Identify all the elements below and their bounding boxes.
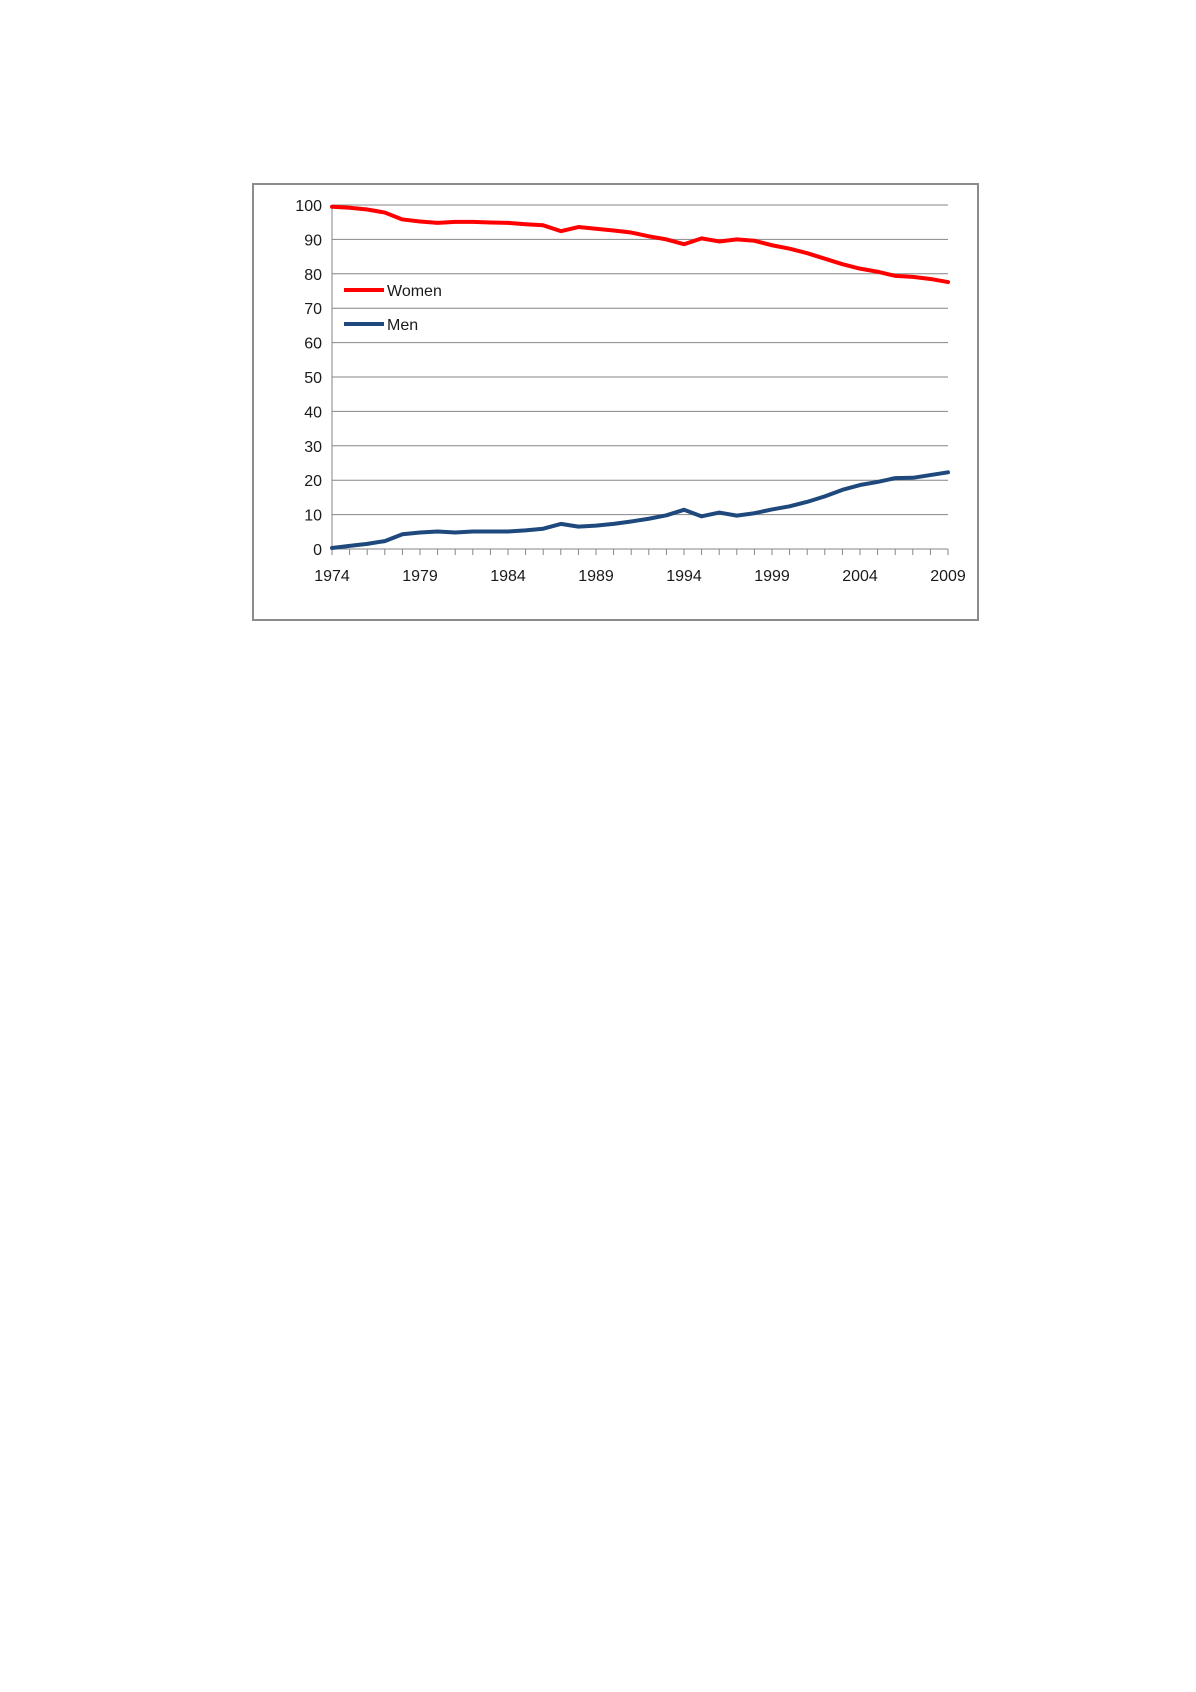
x-tick-label: 1979 xyxy=(402,568,438,585)
y-tick-label: 100 xyxy=(295,198,322,215)
chart-frame: 0 10 20 30 40 50 60 70 80 90 100 1974 1979 1984 1989 1… xyxy=(252,183,979,621)
y-tick-label: 80 xyxy=(304,267,322,284)
series-lines xyxy=(330,204,950,550)
series-line-men xyxy=(330,470,950,550)
x-tick-label: 1999 xyxy=(754,568,790,585)
x-tick-label: 2004 xyxy=(842,568,878,585)
x-tick-label: 2009 xyxy=(930,568,966,585)
y-tick-label: 40 xyxy=(304,404,322,421)
y-tick-label: 90 xyxy=(304,232,322,249)
axes xyxy=(331,205,949,555)
gridlines xyxy=(332,204,948,516)
y-tick-label: 70 xyxy=(304,301,322,318)
x-tick-labels: 1974 1979 1984 1989 1994 1999 2004 2009 xyxy=(314,568,966,585)
x-tick-label: 1984 xyxy=(490,568,526,585)
y-tick-label: 0 xyxy=(313,542,322,559)
series-line-women xyxy=(330,204,950,285)
x-tick-label: 1994 xyxy=(666,568,702,585)
x-tick-label: 1974 xyxy=(314,568,350,585)
y-tick-label: 60 xyxy=(304,336,322,353)
x-tick-label: 1989 xyxy=(578,568,614,585)
y-tick-label: 30 xyxy=(304,439,322,456)
legend: Women Men xyxy=(344,283,442,334)
y-tick-labels: 0 10 20 30 40 50 60 70 80 90 100 xyxy=(295,198,322,559)
legend-label-women: Women xyxy=(387,283,442,300)
y-tick-label: 10 xyxy=(304,508,322,525)
y-tick-label: 50 xyxy=(304,370,322,387)
legend-label-men: Men xyxy=(387,317,418,334)
y-tick-label: 20 xyxy=(304,473,322,490)
